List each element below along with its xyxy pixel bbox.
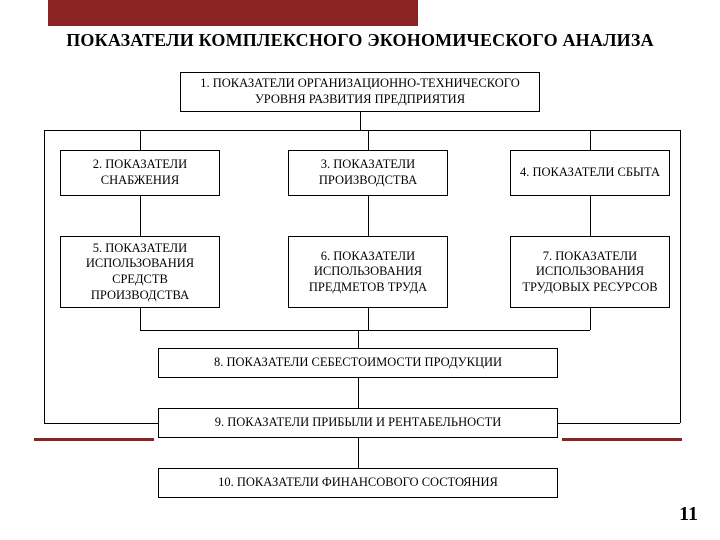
slide-title: ПОКАЗАТЕЛИ КОМПЛЕКСНОГО ЭКОНОМИЧЕСКОГО А… xyxy=(0,30,720,51)
connector-line xyxy=(590,130,680,131)
slide-root: ПОКАЗАТЕЛИ КОМПЛЕКСНОГО ЭКОНОМИЧЕСКОГО А… xyxy=(0,0,720,540)
connector-line xyxy=(368,196,369,236)
connector-line xyxy=(44,423,158,424)
block-2-supply: 2. ПОКАЗАТЕЛИ СНАБЖЕНИЯ xyxy=(60,150,220,196)
block-6-labor-items: 6. ПОКАЗАТЕЛИ ИСПОЛЬЗОВАНИЯ ПРЕДМЕТОВ ТР… xyxy=(288,236,448,308)
connector-line xyxy=(140,308,141,330)
connector-line xyxy=(140,130,141,150)
block-9-profit: 9. ПОКАЗАТЕЛИ ПРИБЫЛИ И РЕНТАБЕЛЬНОСТИ xyxy=(158,408,558,438)
accent-line-right xyxy=(562,438,682,441)
connector-line xyxy=(590,196,591,236)
accent-line-left xyxy=(34,438,154,441)
connector-line xyxy=(358,378,359,408)
connector-line xyxy=(140,196,141,236)
block-8-cost: 8. ПОКАЗАТЕЛИ СЕБЕСТОИМОСТИ ПРОДУКЦИИ xyxy=(158,348,558,378)
connector-line xyxy=(360,112,361,130)
block-5-means-use: 5. ПОКАЗАТЕЛИ ИСПОЛЬЗОВАНИЯ СРЕДСТВ ПРОИ… xyxy=(60,236,220,308)
connector-line xyxy=(590,308,591,330)
slide-accent-bar xyxy=(48,0,418,26)
block-7-labor-res: 7. ПОКАЗАТЕЛИ ИСПОЛЬЗОВАНИЯ ТРУДОВЫХ РЕС… xyxy=(510,236,670,308)
connector-line xyxy=(358,330,359,348)
connector-line xyxy=(368,130,369,150)
connector-line xyxy=(680,130,681,423)
connector-line xyxy=(590,130,591,150)
block-10-finance: 10. ПОКАЗАТЕЛИ ФИНАНСОВОГО СОСТОЯНИЯ xyxy=(158,468,558,498)
block-4-sales: 4. ПОКАЗАТЕЛИ СБЫТА xyxy=(510,150,670,196)
connector-line xyxy=(558,423,680,424)
connector-line xyxy=(44,130,140,131)
connector-line xyxy=(140,330,590,331)
block-3-production: 3. ПОКАЗАТЕЛИ ПРОИЗВОДСТВА xyxy=(288,150,448,196)
connector-line xyxy=(358,438,359,468)
page-number: 11 xyxy=(679,503,698,526)
block-1-org-tech: 1. ПОКАЗАТЕЛИ ОРГАНИЗАЦИОННО-ТЕХНИЧЕСКОГ… xyxy=(180,72,540,112)
connector-line xyxy=(368,308,369,330)
connector-line xyxy=(44,130,45,423)
connector-line xyxy=(140,130,590,131)
